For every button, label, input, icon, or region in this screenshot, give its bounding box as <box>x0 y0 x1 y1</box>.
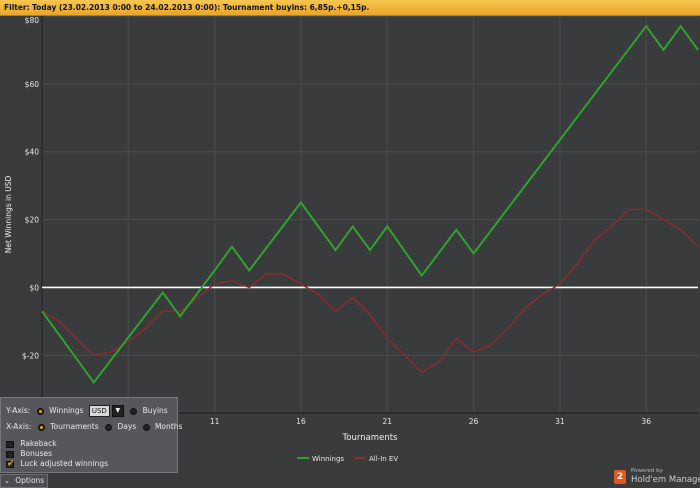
currency-select[interactable]: USD <box>88 405 110 417</box>
yaxis-label: Y-Axis: <box>6 406 31 415</box>
rakeback-row[interactable]: Rakeback <box>6 438 57 450</box>
brand-name: Hold'em Manager <box>631 475 700 485</box>
xaxis-label: X-Axis: <box>6 422 32 431</box>
winnings-series-line <box>41 24 699 385</box>
y-tick-label: $60 <box>25 80 40 89</box>
months-radio-label: Months <box>154 422 183 431</box>
chevron-down-icon[interactable]: ▼ <box>111 405 124 417</box>
x-tick-label: 26 <box>469 417 479 426</box>
days-radio[interactable] <box>105 423 113 431</box>
options-panel: Y-Axis: Winnings USD ▼ Buyins X-Axis: Tou… <box>0 397 182 473</box>
luck-adjusted-checkbox[interactable] <box>6 458 15 470</box>
y-tick-label: $40 <box>25 148 40 157</box>
tournaments-radio[interactable] <box>37 423 45 431</box>
days-radio-label: Days <box>117 422 137 431</box>
y-axis-label: Net Winnings in USD <box>4 176 13 254</box>
y-tick-label: $20 <box>25 216 40 225</box>
x-tick-label: 31 <box>555 417 565 426</box>
bonuses-label: Bonuses <box>20 449 53 458</box>
x-tick-label: 36 <box>641 417 651 426</box>
legend-label: Winnings <box>312 455 344 463</box>
filter-bar: Filter: Today (23.02.2013 0:00 to 24.02.… <box>0 0 700 16</box>
filter-text: Today (23.02.2013 0:00 to 24.02.2013 0:0… <box>32 3 370 12</box>
powered-by-text: Powered by <box>631 468 663 474</box>
x-tick-label: 21 <box>382 417 392 426</box>
options-label: Options <box>15 476 45 485</box>
winnings-radio-label: Winnings <box>49 406 84 415</box>
x-axis-label: Tournaments <box>342 433 399 443</box>
rakeback-label: Rakeback <box>20 439 57 448</box>
buyins-radio-label: Buyins <box>142 406 168 415</box>
allin-ev-series-line <box>41 208 699 374</box>
y-tick-label: $80 <box>25 16 40 25</box>
x-tick-label: 16 <box>296 417 306 426</box>
luck-adjusted-label: Luck adjusted winnings <box>20 459 109 468</box>
buyins-radio[interactable] <box>130 407 138 415</box>
x-tick-label: 11 <box>210 417 220 426</box>
chevron-down-icon: ⌄ <box>4 477 10 485</box>
hem-logo-icon: 2 <box>614 470 626 484</box>
y-tick-label: $-20 <box>22 351 39 360</box>
winnings-chart: $-20$0$20$40$60$8016111621263136Tourname… <box>4 16 699 463</box>
xaxis-row: X-Axis: Tournaments Days Months <box>6 421 182 433</box>
tournaments-radio-label: Tournaments <box>50 422 99 431</box>
winnings-radio[interactable] <box>36 407 44 415</box>
branding: 2 Powered by Hold'em Manager <box>614 467 700 488</box>
filter-label: Filter: <box>4 3 30 12</box>
options-button[interactable]: ⌄ Options <box>0 474 48 488</box>
rakeback-checkbox[interactable] <box>6 440 14 448</box>
y-tick-label: $0 <box>29 283 39 292</box>
yaxis-row: Y-Axis: Winnings USD ▼ Buyins <box>6 405 168 417</box>
bonuses-checkbox[interactable] <box>6 450 14 458</box>
months-radio[interactable] <box>142 423 150 431</box>
luck-row[interactable]: Luck adjusted winnings <box>6 458 108 470</box>
legend-label: All-In EV <box>369 455 398 463</box>
plot-area <box>42 16 698 413</box>
